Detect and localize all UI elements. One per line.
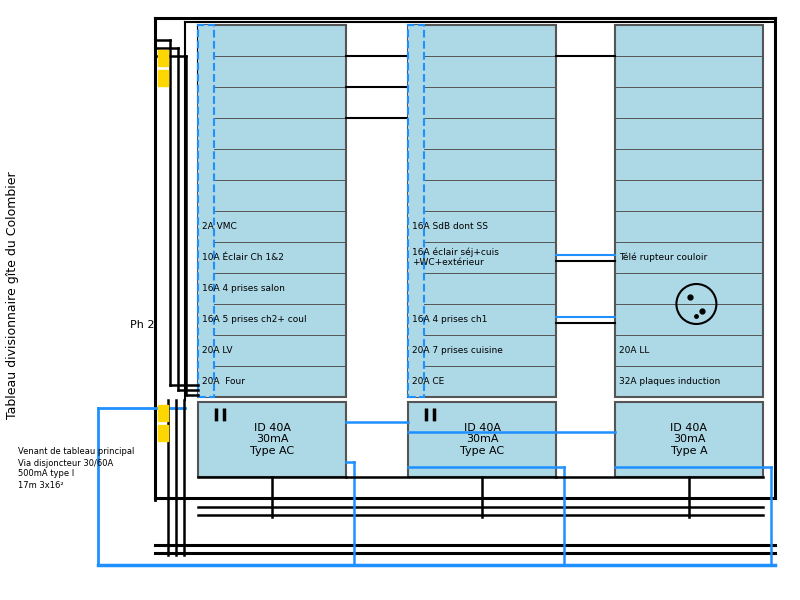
Text: 10A Éclair Ch 1&2: 10A Éclair Ch 1&2 [202, 253, 284, 262]
Bar [158, 70, 168, 86]
Text: Tableau divisionnaire gîte du Colombier: Tableau divisionnaire gîte du Colombier [6, 171, 19, 419]
Bar [198, 25, 214, 397]
Text: 16A 5 prises ch2+ coul: 16A 5 prises ch2+ coul [202, 315, 306, 324]
Text: 16A SdB dont SS: 16A SdB dont SS [412, 222, 488, 231]
Text: Venant de tableau principal: Venant de tableau principal [18, 448, 134, 457]
Bar [615, 25, 763, 397]
Text: 20A CE: 20A CE [412, 377, 444, 386]
Text: 16A 4 prises ch1: 16A 4 prises ch1 [412, 315, 487, 324]
Text: 20A  Four: 20A Four [202, 377, 245, 386]
Bar [158, 50, 168, 66]
Text: 17m 3x16²: 17m 3x16² [18, 481, 64, 490]
Text: 20A 7 prises cuisine: 20A 7 prises cuisine [412, 346, 503, 355]
Bar [158, 405, 168, 421]
Text: ID 40A
30mA
Type AC: ID 40A 30mA Type AC [460, 423, 504, 456]
Text: 20A LV: 20A LV [202, 346, 233, 355]
Bar [408, 25, 424, 397]
Text: 20A LL: 20A LL [619, 346, 650, 355]
Bar [198, 25, 346, 397]
Bar [408, 402, 556, 477]
Text: 500mA type I: 500mA type I [18, 469, 74, 479]
Bar [615, 402, 763, 477]
Text: Ph 2: Ph 2 [130, 320, 154, 330]
Text: 16A 4 prises salon: 16A 4 prises salon [202, 284, 285, 293]
Text: 2A VMC: 2A VMC [202, 222, 237, 231]
Text: ID 40A
30mA
Type AC: ID 40A 30mA Type AC [250, 423, 294, 456]
Text: 16A éclair séj+cuis
+WC+extérieur: 16A éclair séj+cuis +WC+extérieur [412, 248, 499, 268]
Bar [198, 402, 346, 477]
Text: Via disjoncteur 30/60A: Via disjoncteur 30/60A [18, 458, 114, 467]
Bar [158, 425, 168, 441]
Text: ID 40A
30mA
Type A: ID 40A 30mA Type A [670, 423, 707, 456]
Bar [408, 25, 556, 397]
Text: 32A plaques induction: 32A plaques induction [619, 377, 720, 386]
Text: Télé rupteur couloir: Télé rupteur couloir [619, 253, 707, 262]
